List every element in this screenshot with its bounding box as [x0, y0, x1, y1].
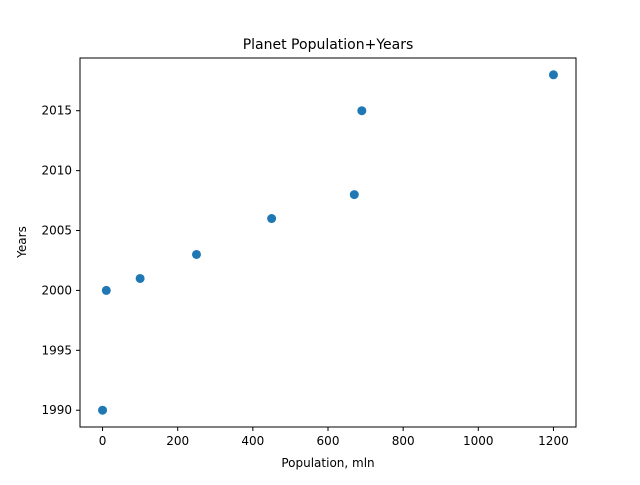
plot-frame: [79, 57, 577, 428]
data-point: [349, 190, 359, 200]
chart-title: Planet Population+Years: [243, 37, 414, 53]
x-tick-label: 600: [317, 434, 340, 448]
y-tick-label: 2000: [41, 283, 72, 297]
y-ticks: 1990 1995 2000 2005 2010 2015: [41, 104, 80, 417]
x-tick-label: 800: [392, 434, 415, 448]
x-tick-label: 200: [166, 434, 189, 448]
data-point: [548, 70, 558, 80]
y-tick-label: 2005: [41, 224, 72, 238]
x-ticks: 0 200 400 600 800 1000 1200: [99, 427, 569, 448]
data-point: [101, 285, 111, 295]
y-tick-label: 1990: [41, 403, 72, 417]
x-tick-label: 400: [241, 434, 264, 448]
data-point: [191, 249, 201, 259]
y-tick-label: 2010: [41, 164, 72, 178]
y-tick-label: 1995: [41, 343, 72, 357]
data-point: [357, 106, 367, 116]
x-tick-label: 1200: [538, 434, 569, 448]
x-tick-label: 1000: [463, 434, 494, 448]
y-tick-label: 2015: [41, 104, 72, 118]
data-point: [135, 273, 145, 283]
data-point: [267, 214, 277, 224]
x-axis-label: Population, mln: [281, 456, 374, 470]
data-point: [98, 405, 108, 415]
x-tick-label: 0: [99, 434, 107, 448]
y-axis-label: Years: [15, 226, 29, 259]
data-points: [98, 70, 558, 415]
